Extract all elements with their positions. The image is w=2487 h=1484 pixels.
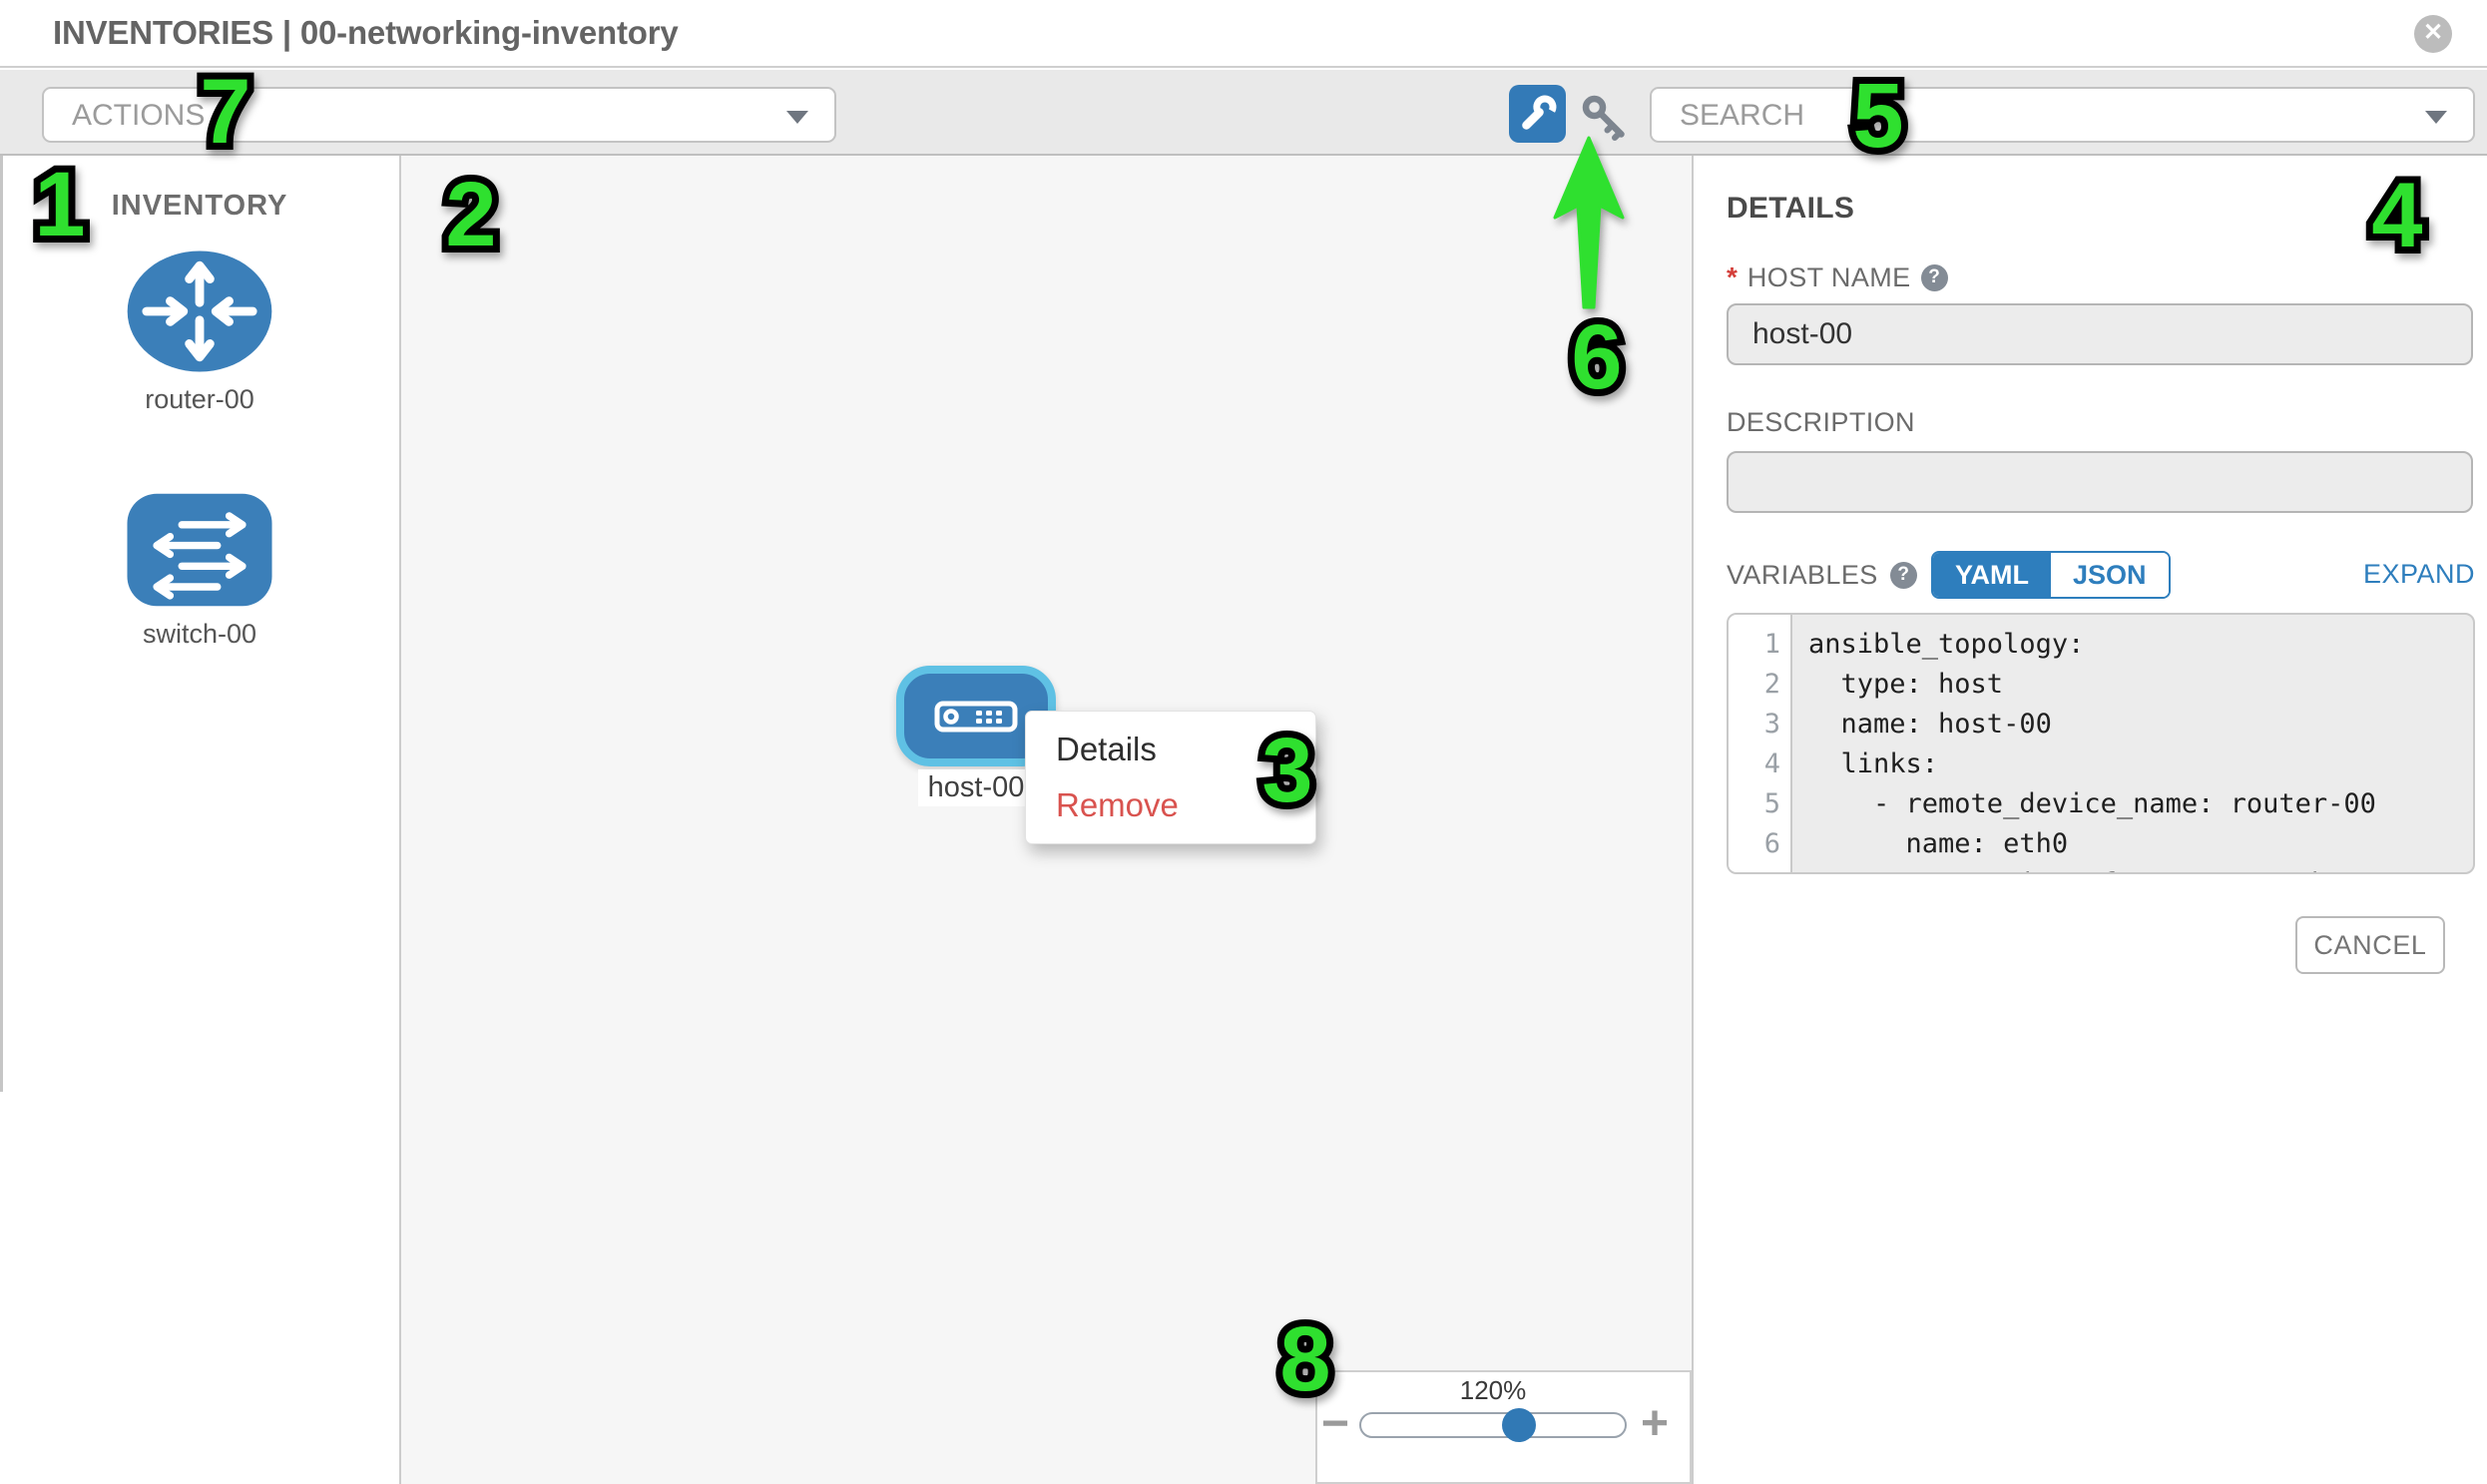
search-dropdown[interactable]: SEARCH: [1650, 87, 2475, 143]
help-icon[interactable]: ?: [1920, 263, 1948, 291]
line-number: 4: [1763, 748, 1780, 779]
line-number: 3: [1763, 709, 1780, 740]
zoom-slider-thumb[interactable]: [1502, 1408, 1536, 1442]
host-name-label-row: * HOST NAME ?: [1727, 261, 1948, 293]
code-line: name: host-00: [1808, 709, 2052, 740]
description-input[interactable]: [1727, 451, 2473, 513]
wrench-icon: [1521, 95, 1556, 130]
inventory-heading: INVENTORY: [111, 190, 288, 222]
code-line: ansible_topology:: [1808, 629, 2085, 660]
zoom-slider-track[interactable]: [1359, 1412, 1627, 1438]
toggle-json[interactable]: JSON: [2051, 553, 2169, 597]
code-line: type: host: [1808, 669, 2004, 700]
context-menu-item-details[interactable]: Details: [1056, 731, 1157, 767]
toolbar-wrench-button[interactable]: [1509, 85, 1566, 143]
context-menu-item-remove[interactable]: Remove: [1056, 786, 1179, 823]
close-button[interactable]: ✕: [2414, 15, 2452, 53]
node-context-menu: Details Remove: [1025, 711, 1316, 844]
close-icon: ✕: [2422, 19, 2444, 46]
actions-dropdown-label: ACTIONS: [72, 99, 206, 132]
line-number: 7: [1729, 864, 1790, 872]
cancel-button[interactable]: CANCEL: [2295, 916, 2445, 974]
sidebar-item-switch-00[interactable]: switch-00: [126, 492, 273, 650]
variables-code-editor[interactable]: 1 2 3 4 5 6 7 ansible_topology: type: ho…: [1727, 613, 2475, 874]
editor-code[interactable]: ansible_topology: type: host name: host-…: [1792, 615, 2473, 872]
line-number: 2: [1763, 669, 1780, 700]
code-line: - remote_device_name: router-00: [1808, 788, 2376, 819]
expand-link[interactable]: EXPAND: [2362, 559, 2475, 589]
variables-format-toggle: YAML JSON: [1931, 551, 2171, 599]
search-dropdown-label: SEARCH: [1680, 99, 1805, 132]
host-name-input[interactable]: [1727, 303, 2473, 365]
line-number: 6: [1763, 828, 1780, 859]
device-label: switch-00: [142, 619, 257, 649]
required-asterisk: *: [1727, 261, 1738, 292]
host-node-label: host-00: [917, 769, 1035, 806]
server-icon: [934, 701, 1018, 732]
host-node-label-wrap: host-00: [896, 769, 1056, 806]
host-name-label: HOST NAME: [1746, 261, 1911, 292]
code-line: name: eth0: [1808, 828, 2069, 859]
page-title: INVENTORIES | 00-networking-inventory: [53, 14, 679, 51]
help-icon[interactable]: ?: [1889, 561, 1917, 589]
inventory-sidebar: [0, 156, 401, 1484]
switch-icon: [127, 493, 272, 607]
sidebar-scrollbar[interactable]: [0, 156, 3, 1092]
header: INVENTORIES | 00-networking-inventory ✕: [0, 0, 2487, 68]
code-line: links:: [1808, 748, 1939, 779]
details-heading: DETAILS: [1727, 192, 1855, 225]
chevron-down-icon: [2425, 111, 2447, 124]
zoom-out-button[interactable]: −: [1320, 1396, 1350, 1450]
variables-label: VARIABLES: [1727, 559, 1878, 590]
toggle-yaml[interactable]: YAML: [1933, 553, 2052, 597]
device-label: router-00: [145, 384, 254, 414]
description-label: DESCRIPTION: [1727, 407, 1915, 437]
code-line: remote_interface_name: eth0: [1808, 864, 2473, 872]
chevron-down-icon: [786, 111, 808, 124]
editor-gutter: 1 2 3 4 5 6 7: [1729, 615, 1792, 872]
sidebar-item-router-00[interactable]: router-00: [125, 249, 274, 415]
variables-label-row: VARIABLES ?: [1727, 551, 1917, 599]
zoom-level-value: 120%: [1459, 1375, 1527, 1405]
line-number: 5: [1763, 788, 1780, 819]
actions-dropdown[interactable]: ACTIONS: [42, 87, 836, 143]
toolbar-key-button[interactable]: [1579, 92, 1631, 144]
line-number: 1: [1763, 629, 1780, 660]
zoom-in-button[interactable]: +: [1640, 1396, 1670, 1450]
router-icon: [127, 250, 272, 372]
key-icon: [1582, 95, 1625, 141]
